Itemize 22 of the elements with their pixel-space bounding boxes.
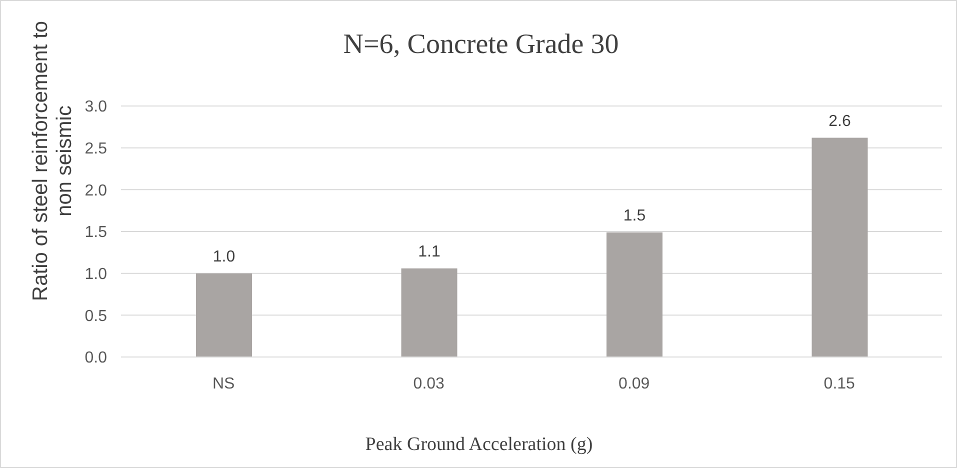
bar [606,232,662,357]
x-tick-label: 0.09 [618,375,650,392]
data-label: 2.6 [828,112,851,130]
data-label: 1.5 [623,207,646,224]
y-tick-label: 2.5 [84,140,108,158]
y-tick-label: 0.5 [84,308,108,325]
bar [196,273,252,357]
data-label: 1.0 [212,248,236,266]
x-axis-title: Peak Ground Acceleration (g) [365,434,593,455]
x-tick-label: 0.15 [824,375,856,392]
y-tick-label: 1.5 [84,224,108,242]
bar [812,138,868,357]
y-tick-label: 2.0 [84,182,108,200]
y-tick-label: 0.0 [84,350,108,367]
data-label: 1.1 [418,243,440,260]
x-tick-label: 0.03 [413,375,445,392]
bar [401,268,458,357]
y-axis-title: Ratio of steel reinforcement to non seismic [29,20,76,302]
y-tick-label: 3.0 [84,98,108,116]
chart-title: N=6, Concrete Grade 30 [343,29,619,60]
x-tick-label: NS [212,375,235,392]
y-tick-label: 1.0 [84,266,108,284]
